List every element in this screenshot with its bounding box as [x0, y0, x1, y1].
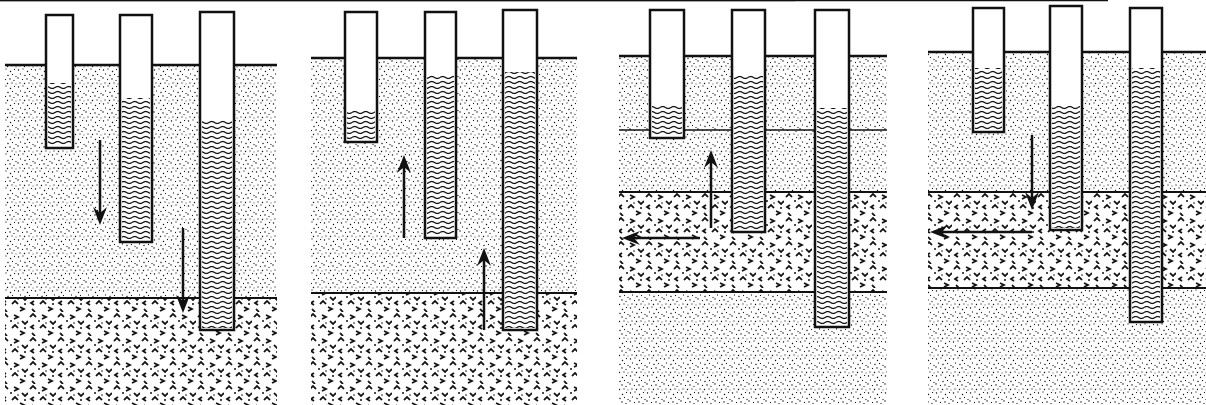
water-column-icon [48, 83, 71, 146]
well-casing-icon [730, 8, 767, 234]
water-column-icon [347, 110, 375, 140]
water-column-icon [652, 105, 682, 136]
well-casing-icon [423, 10, 458, 240]
water-column-icon [1132, 68, 1160, 320]
flow-arrow-icon [704, 150, 718, 228]
water-column-icon [122, 98, 150, 240]
flow-arrow-icon [176, 228, 190, 313]
flow-arrow-icon [477, 248, 491, 330]
flow-arrow-icon [622, 231, 700, 245]
well-casing-icon [44, 13, 75, 150]
water-column-icon [975, 68, 1002, 130]
water-column-icon [817, 108, 847, 325]
flow-arrow-icon [397, 155, 411, 238]
water-column-icon [427, 75, 454, 236]
well-casing-icon [118, 13, 154, 244]
diagram-panel-2 [311, 8, 577, 405]
water-column-icon [734, 75, 763, 230]
water-column-icon [202, 120, 232, 328]
well-casing-icon [971, 6, 1006, 134]
well-casing-icon [648, 8, 686, 140]
fine-sand-layer [928, 288, 1206, 405]
diagram-panel-1 [5, 10, 277, 405]
well-casing-icon [343, 10, 379, 144]
well-casing-icon [501, 8, 539, 332]
well-casing-icon [1128, 6, 1164, 324]
flow-arrow-icon [1025, 135, 1039, 210]
water-column-icon [1052, 105, 1080, 228]
well-casing-icon [813, 8, 851, 329]
coarse-gravel-layer [5, 298, 277, 405]
well-casing-icon [198, 10, 236, 332]
well-casing-icon [1048, 4, 1084, 232]
diagram-panel-3 [0, 0, 887, 405]
water-column-icon [505, 72, 535, 328]
flow-arrow-icon [93, 140, 107, 225]
flow-arrow-icon [930, 225, 1032, 239]
